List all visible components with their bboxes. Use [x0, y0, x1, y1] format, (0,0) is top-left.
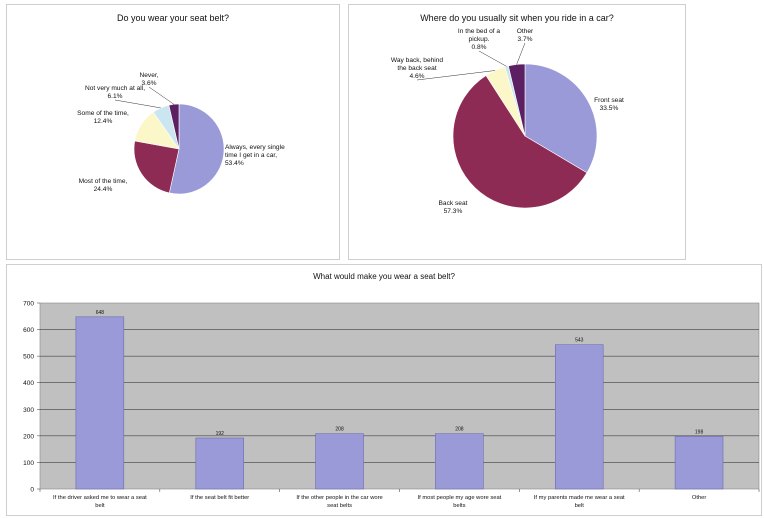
slice-label-line: Front seat [594, 97, 624, 104]
x-tick-label-line: If my parents made me wear a seat [534, 495, 625, 501]
bar-if-my-parents-made-me-wear-a-seat-belt [554, 344, 604, 490]
x-tick-label-line: belts [453, 503, 465, 509]
slice-percent: 3.6% [141, 80, 156, 87]
leader-line [516, 42, 526, 65]
slice-label-line: pickup. [469, 36, 490, 43]
pie-label-never: Never, 3.6% [139, 72, 158, 87]
chart-title: Where do you usually sit when you ride i… [420, 13, 614, 23]
x-tick-label: If my parents made me wear a seat belt [534, 495, 625, 509]
pie-chart-seat-belt-usage: Always, every single time I get in a car,… [77, 72, 285, 195]
bar-if-the-driver-asked-me-to-wear-a-seat-belt [75, 316, 125, 490]
slice-percent: 3.7% [517, 36, 532, 43]
pie-slice-most-of-the-time [133, 140, 180, 194]
bar-chart-seat-belt-motivation: 0 100 200 300 400 500 600 700 648 If the driver a… [23, 301, 760, 509]
bar-other [674, 436, 724, 490]
slice-percent: 53.4% [225, 160, 244, 167]
pie-label-always-every-single-time-i-get-in-a-car: Always, every single time I get in a car,… [225, 144, 285, 167]
slice-label-line: In the bed of a [458, 28, 500, 35]
y-tick-label: 100 [23, 460, 34, 467]
bar-if-most-people-my-age-wore-seat-belts [435, 433, 484, 490]
data-label: 192 [216, 431, 225, 437]
pie-slice-never [168, 103, 180, 150]
seat-belt-usage-chart: Do you wear your seat belt? Always, ever… [6, 4, 340, 260]
x-tick-label: If the seat belt fit better [190, 495, 249, 501]
leader-line [478, 50, 507, 67]
chart-title: Do you wear your seat belt? [116, 13, 230, 23]
slice-label-line: Way back, behind [391, 57, 443, 64]
pie-slice-always-every-single-time-i-get-in-a-car [168, 103, 225, 195]
pie-slice-front-seat [524, 63, 598, 174]
x-tick-label-line: If the driver asked me to wear a seat [53, 495, 147, 501]
chart-title: What would make you wear a seat belt? [313, 272, 455, 281]
x-tick-label: If the driver asked me to wear a seat bel… [53, 495, 147, 509]
y-tick-label: 400 [23, 380, 34, 387]
x-tick-label-line: Other [692, 495, 707, 501]
slice-label-line: Other [517, 28, 534, 35]
seating-position-chart: Where do you usually sit when you ride i… [348, 4, 686, 260]
data-label: 648 [96, 310, 105, 316]
x-tick-label-line: seat belts [327, 503, 352, 509]
slice-percent: 33.5% [600, 105, 619, 112]
seat-belt-motivation-chart: What would make you wear a seat belt? 0 1… [6, 264, 762, 516]
slice-label-line: Back seat [439, 200, 468, 207]
data-label: 208 [335, 427, 344, 433]
slice-percent: 6.1% [107, 93, 122, 100]
data-label: 198 [695, 429, 704, 435]
x-tick-label-line: If most people my age wore seat [418, 495, 502, 501]
pie-label-way-back-behind-the-back-seat: Way back, behind the back seat 4.6% [391, 57, 443, 80]
x-tick-label: If most people my age wore seat belts [418, 495, 502, 509]
slice-percent: 4.6% [409, 73, 424, 80]
x-tick-label-line: belt [575, 503, 585, 509]
slice-percent: 12.4% [94, 118, 113, 125]
pie-label-front-seat: Front seat 33.5% [594, 97, 624, 112]
pie-slice-back-seat [452, 75, 588, 209]
pie-label-most-of-the-time: Most of the time, 24.4% [79, 178, 128, 193]
pie-chart-seating-position: Front seat 33.5% Back seat 57.3% Way back, b… [391, 28, 624, 215]
data-label: 543 [575, 338, 584, 344]
pie-label-other: Other 3.7% [517, 28, 534, 43]
x-tick-label-line: If the other people in the car wore [296, 495, 382, 501]
slice-percent: 57.3% [444, 208, 463, 215]
slice-percent: 0.8% [471, 44, 486, 51]
data-label: 208 [455, 427, 464, 433]
slice-label-line: Never, [139, 72, 158, 79]
leader-line [114, 99, 161, 109]
pie-label-some-of-the-time: Some of the time, 12.4% [77, 110, 129, 125]
pie-label-not-very-much-at-all: Not very much at all, 6.1% [85, 85, 145, 100]
y-tick-label: 200 [23, 433, 34, 440]
y-tick-label: 0 [30, 487, 34, 494]
slice-label-line: Always, every single [225, 144, 285, 151]
slice-label-line: Not very much at all, [85, 85, 145, 92]
x-tick-label-line: belt [95, 503, 105, 509]
slice-label-line: time I get in a car, [225, 152, 277, 159]
leader-line [148, 86, 175, 105]
bar-if-the-seat-belt-fit-better [195, 437, 245, 490]
plot-area [39, 302, 760, 490]
y-tick-label: 300 [23, 407, 34, 414]
x-tick-label-line: If the seat belt fit better [190, 495, 249, 501]
pie-label-in-the-bed-of-a-pickup: In the bed of a pickup. 0.8% [458, 28, 500, 51]
slice-label-line: the back seat [397, 65, 436, 72]
leader-line [416, 70, 496, 81]
y-tick-label: 500 [23, 354, 34, 361]
slice-label-line: Most of the time, [79, 178, 128, 185]
slice-percent: 24.4% [94, 186, 113, 193]
pie-label-back-seat: Back seat 57.3% [439, 200, 468, 215]
bar-if-the-other-people-in-the-car-wore-seat-belts [315, 433, 364, 490]
y-tick-label: 700 [23, 301, 34, 308]
x-tick-label: Other [692, 495, 707, 501]
x-tick-label: If the other people in the car wore seat … [296, 495, 382, 509]
slice-label-line: Some of the time, [77, 110, 129, 117]
y-tick-label: 600 [23, 327, 34, 334]
